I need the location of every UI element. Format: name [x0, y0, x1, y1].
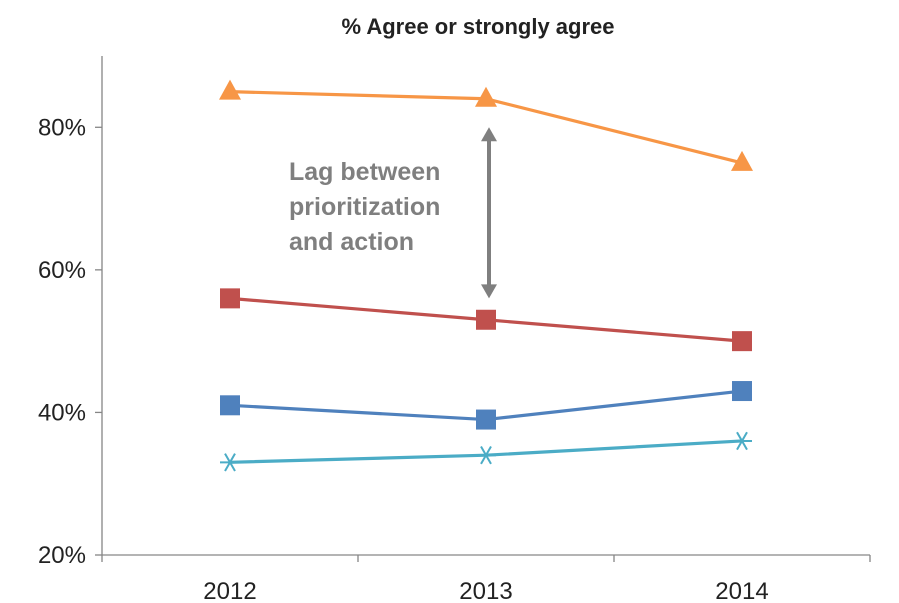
asterisk-stroke [480, 446, 492, 465]
data-point-square [220, 288, 240, 309]
data-point-asterisk [732, 431, 752, 451]
series-line [229, 439, 743, 464]
data-point-asterisk [476, 446, 496, 465]
asterisk-stroke [224, 453, 236, 472]
series-layer [219, 79, 753, 472]
y-tick-label: 20% [38, 542, 86, 569]
data-point-square [476, 409, 496, 430]
chart-title: % Agree or strongly agree [341, 14, 614, 39]
asterisk-stroke [736, 431, 748, 451]
data-point-triangle [475, 86, 497, 107]
annotation-arrow-head-bottom [481, 284, 497, 299]
series-4 [220, 431, 752, 472]
annotation-arrow-head-top [481, 127, 497, 142]
y-tick-label: 60% [38, 257, 86, 284]
annotation-text-line: prioritization [289, 193, 440, 221]
series-3 [220, 381, 752, 430]
x-tick-label: 2013 [459, 578, 512, 603]
annotation-text-line: and action [289, 228, 414, 256]
data-point-square [476, 309, 496, 330]
x-tick-label: 2014 [715, 578, 768, 603]
data-point-square [732, 381, 752, 402]
axes: 20% 40% 60% 80% 2012 2013 2014 [38, 56, 871, 603]
data-point-square [220, 395, 240, 416]
series-2 [220, 288, 752, 352]
series-1 [219, 79, 753, 171]
data-point-square [732, 331, 752, 352]
y-tick-label: 80% [38, 114, 86, 141]
annotation: Lag between prioritization and action [289, 127, 497, 299]
data-point-triangle [219, 79, 241, 100]
annotation-text-line: Lag between [289, 158, 440, 186]
data-point-triangle [731, 150, 753, 171]
data-point-asterisk [220, 453, 240, 472]
y-tick-label: 40% [38, 399, 86, 426]
x-tick-label: 2012 [203, 578, 256, 603]
